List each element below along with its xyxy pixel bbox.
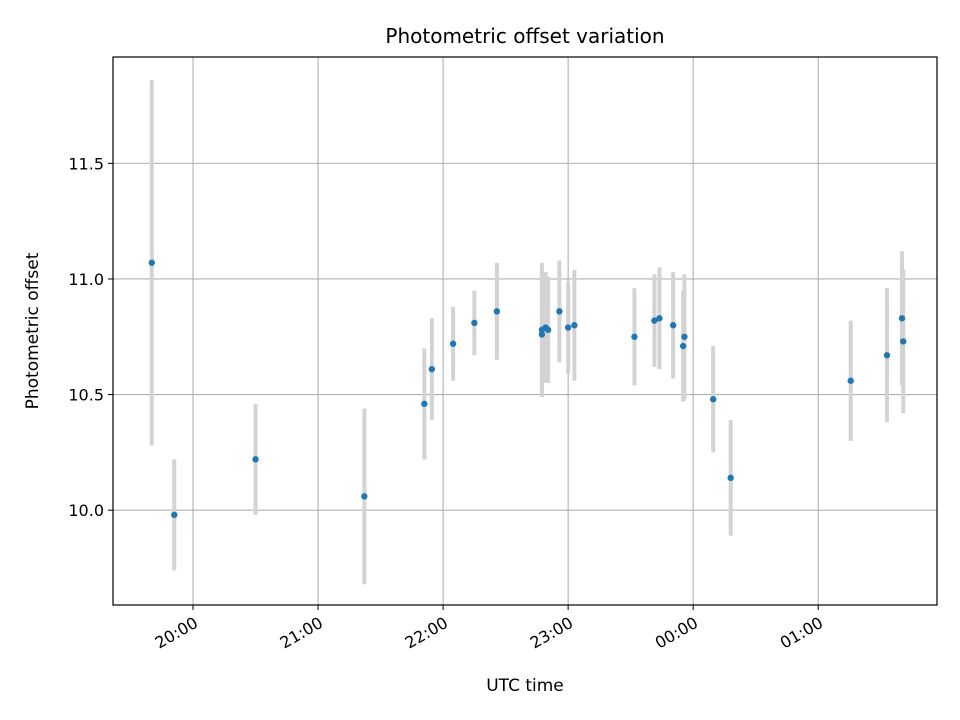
data-point <box>847 377 854 384</box>
data-point <box>148 259 155 266</box>
data-point <box>709 396 717 403</box>
y-tick-label: 11.5 <box>68 154 104 173</box>
data-point <box>361 493 368 500</box>
data-point <box>898 315 906 322</box>
data-point <box>883 352 891 359</box>
data-point <box>171 511 178 519</box>
data-point <box>538 331 546 338</box>
y-tick-label: 10.5 <box>68 386 104 405</box>
y-tick-label: 10.0 <box>68 501 104 520</box>
data-point <box>564 324 572 331</box>
data-point <box>471 319 478 327</box>
data-point <box>727 474 734 482</box>
data-point <box>651 317 658 324</box>
data-point <box>900 338 907 345</box>
data-point <box>669 322 677 329</box>
data-point <box>656 315 663 322</box>
data-point <box>252 456 259 463</box>
plot-frame <box>112 56 938 606</box>
data-point <box>681 333 688 340</box>
data-point <box>421 400 428 408</box>
chart-title: Photometric offset variation <box>385 24 664 48</box>
data-point <box>449 340 457 347</box>
y-axis: 10.0 10.5 11.0 11.5 <box>68 154 113 520</box>
data-point <box>428 365 436 373</box>
data-point <box>556 308 563 315</box>
x-axis-label: UTC time <box>486 676 564 696</box>
y-tick-label: 11.0 <box>68 270 104 289</box>
data-points <box>148 259 907 519</box>
grid <box>113 57 937 605</box>
data-point <box>571 322 578 329</box>
plot-area <box>113 57 937 605</box>
y-axis-label: Photometric offset <box>23 252 43 409</box>
data-point <box>493 308 501 315</box>
data-point <box>544 326 552 334</box>
data-point <box>631 333 638 340</box>
data-point <box>679 342 687 350</box>
